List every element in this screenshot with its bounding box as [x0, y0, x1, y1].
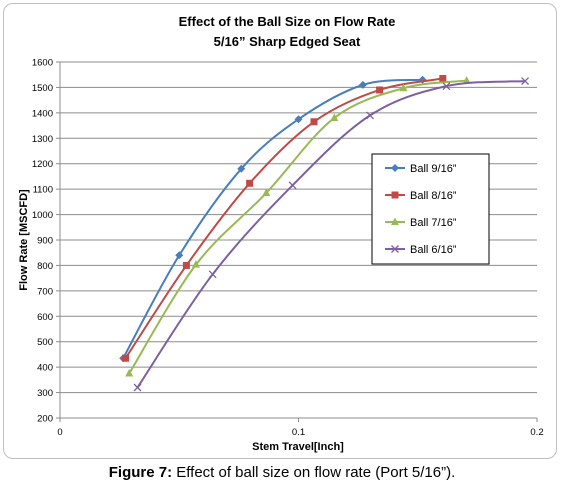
series-group	[119, 75, 530, 392]
data-point	[366, 111, 375, 120]
legend-label: Ball 6/16”	[410, 244, 457, 256]
data-point	[391, 191, 399, 199]
data-point	[288, 181, 297, 190]
caption-label: Figure 7:	[108, 464, 173, 481]
data-point	[133, 383, 142, 392]
legend-label: Ball 9/16”	[410, 163, 457, 175]
x-tick-label: 0	[57, 427, 62, 438]
legend-item: Ball 7/16”	[385, 217, 457, 229]
data-point	[521, 77, 530, 86]
data-point	[208, 270, 217, 279]
data-point-stroke	[521, 77, 530, 86]
data-point	[175, 251, 184, 260]
data-point	[462, 76, 471, 84]
x-tick-labels: 0 0.1 0.2	[57, 427, 543, 438]
axes	[56, 61, 538, 422]
data-point	[391, 164, 399, 172]
x-tick-label: 0.1	[292, 427, 305, 438]
y-tick-label: 500	[37, 337, 53, 348]
data-point	[294, 115, 303, 124]
data-point	[262, 188, 271, 196]
data-point-stroke	[366, 111, 375, 120]
legend-item: Ball 6/16”	[385, 244, 457, 256]
y-tick-label: 1300	[32, 134, 53, 145]
y-tick-label: 900	[37, 236, 53, 247]
series	[133, 77, 530, 392]
data-point	[330, 113, 339, 121]
y-tick-label: 200	[37, 414, 53, 425]
y-tick-label: 800	[37, 261, 53, 272]
y-tick-label: 1000	[32, 210, 53, 221]
data-point-stroke	[133, 383, 142, 392]
y-tick-label: 1100	[33, 185, 53, 196]
y-tick-label: 1200	[32, 159, 53, 170]
data-point	[125, 369, 134, 377]
data-point	[310, 118, 318, 126]
caption-text: Effect of ball size on flow rate (Port 5…	[172, 464, 456, 481]
data-point	[182, 261, 190, 269]
x-axis-label: Stem Travel[Inch]	[252, 441, 344, 453]
data-point	[391, 217, 399, 225]
y-axis-label: Flow Rate [MSCFD]	[18, 189, 30, 291]
figure-caption: Figure 7: Effect of ball size on flow ra…	[0, 464, 564, 481]
y-tick-label: 1600	[32, 58, 53, 69]
x-tick-label: 0.2	[530, 427, 543, 438]
y-tick-label: 300	[37, 388, 53, 399]
chart-subtitle: 5/16” Sharp Edged Seat	[214, 34, 361, 49]
y-tick-label: 700	[37, 286, 53, 297]
data-point	[391, 245, 399, 253]
legend-item: Ball 8/16”	[385, 190, 457, 202]
data-point-stroke	[442, 82, 451, 91]
data-point	[122, 354, 130, 362]
legend: Ball 9/16” Ball 8/16” Ball 7/16” Ball 6/16”	[371, 153, 490, 265]
legend-label: Ball 8/16”	[410, 190, 457, 202]
data-point	[358, 80, 367, 89]
y-tick-labels: 200 300 400 500 600 700 800 900 1000 1100 1200 1300…	[32, 58, 53, 425]
chart-title: Effect of the Ball Size on Flow Rate	[179, 14, 396, 29]
data-point	[237, 164, 246, 173]
y-tick-label: 1400	[32, 108, 53, 119]
y-tick-label: 1500	[32, 83, 53, 94]
data-point-stroke	[288, 181, 297, 190]
series	[125, 76, 471, 377]
data-point	[191, 260, 200, 268]
y-tick-label: 400	[37, 363, 53, 374]
data-point	[376, 86, 384, 94]
y-tick-label: 600	[37, 312, 53, 323]
series	[122, 75, 447, 362]
data-point-stroke	[391, 245, 399, 253]
data-point	[442, 82, 451, 91]
legend-item: Ball 9/16”	[385, 163, 457, 175]
legend-label: Ball 7/16”	[410, 217, 457, 229]
data-point	[439, 75, 447, 83]
data-point-stroke	[208, 270, 217, 279]
data-point	[399, 83, 408, 92]
data-point	[246, 179, 254, 187]
